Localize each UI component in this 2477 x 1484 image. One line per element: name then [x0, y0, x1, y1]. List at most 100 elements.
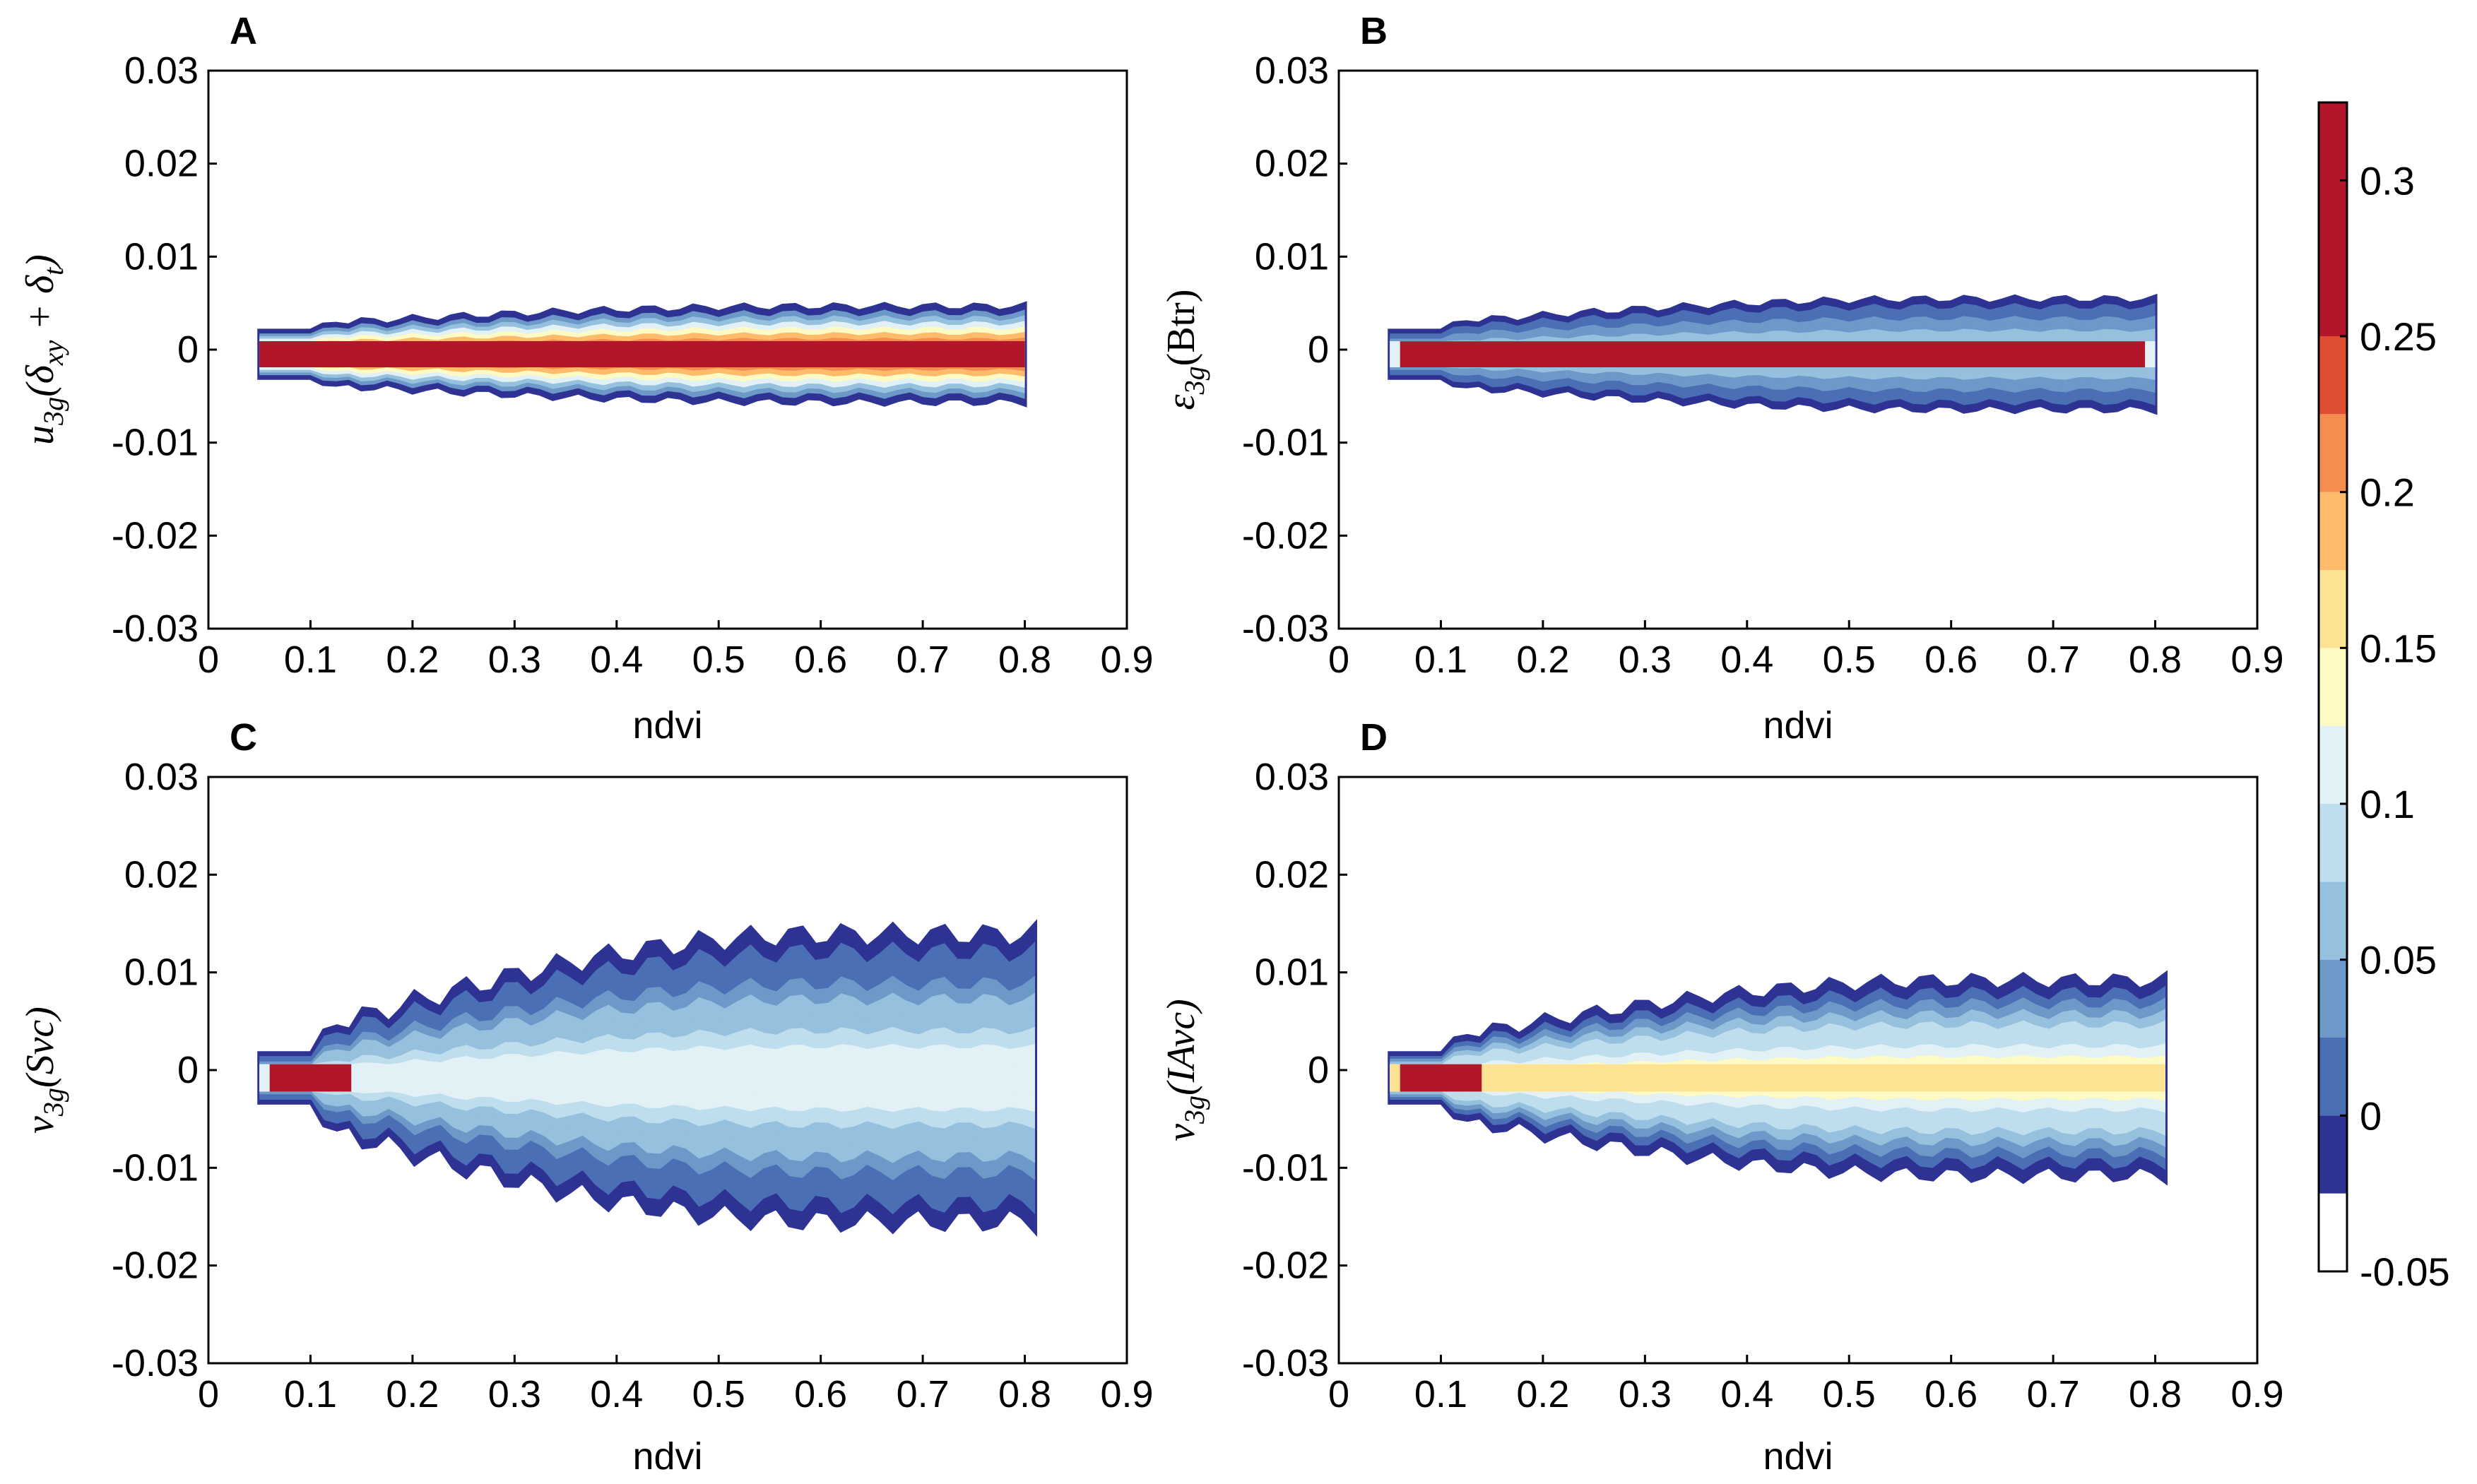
y-tick-label: -0.03: [1242, 607, 1329, 650]
x-tick-label: 0.4: [1720, 1373, 1773, 1415]
x-tick-label: 0.9: [1100, 639, 1153, 681]
x-tick-label: 0.5: [1823, 1373, 1876, 1415]
x-tick-label: 0.5: [1823, 639, 1876, 681]
x-tick-label: 0.7: [2027, 639, 2080, 681]
panel-d-xticks: 0 0.1 0.2 0.3 0.4 0.5 0.6 0.7 0.8 0.9: [1328, 1355, 2284, 1415]
colorbar-swatch: [2319, 102, 2347, 336]
panel-a-xlabel-ndvi: ndvi: [632, 704, 702, 747]
panel-d: D 0 0.1 0.2 0.3 0.4 0.5 0.6 0.7 0.8 0.9 0.030.020…: [1159, 716, 2284, 1478]
panel-d-contours: [1388, 970, 2168, 1186]
x-tick-label: 0.2: [386, 639, 439, 681]
x-tick-label: 0.7: [2027, 1373, 2080, 1415]
x-tick-label: 0.8: [998, 639, 1051, 681]
y-tick-label: 0: [1308, 1049, 1329, 1091]
x-tick-label: 0: [198, 639, 219, 681]
y-tick-label: -0.01: [112, 422, 199, 464]
colorbar-swatch: [2319, 804, 2347, 882]
x-tick-label: 0: [198, 1373, 219, 1415]
colorbar-tick-label: 0.15: [2360, 626, 2437, 670]
panel-c-xlabel: ndvi: [632, 1435, 702, 1478]
colorbar-tick-label: 0.05: [2360, 938, 2437, 983]
panel-a: A 0 0.1 0.2 0.3 0.4 0.5 0.6 0.7 0.8 0.9 0.030.020…: [18, 10, 1154, 681]
colorbar-tick-label: -0.05: [2360, 1249, 2450, 1294]
panel-a-contours: [257, 301, 1027, 408]
colorbar-swatch: [2319, 882, 2347, 960]
panel-a-label: A: [230, 10, 257, 52]
x-tick-label: 0: [1328, 1373, 1349, 1415]
colorbar-tick-label: 0.25: [2360, 314, 2437, 359]
x-tick-label: 0.3: [1619, 639, 1672, 681]
colorbar-tick-label: 0: [2360, 1093, 2382, 1138]
panel-a-ylabel: u3g(δxy + δt): [18, 254, 69, 445]
y-tick-label: 0.02: [124, 143, 199, 185]
x-tick-label: 0.8: [2129, 639, 2182, 681]
colorbar-frame: [2317, 101, 2348, 1273]
colorbar-swatches: [2319, 102, 2347, 1271]
colorbar-tick-label: 0.2: [2360, 470, 2415, 515]
colorbar-tick-label: 0.1: [2360, 782, 2415, 826]
x-tick-label: 0.6: [1925, 639, 1978, 681]
y-tick-label: -0.02: [112, 1245, 199, 1287]
colorbar-swatch: [2319, 336, 2347, 415]
panel-b-contours: [1388, 293, 2158, 415]
y-tick-label: -0.03: [112, 1342, 199, 1384]
panel-d-label: D: [1360, 716, 1388, 759]
y-tick-label: 0.03: [1255, 49, 1329, 92]
panel-d-xlabel: ndvi: [1763, 1435, 1833, 1478]
y-tick-label: 0.03: [124, 49, 199, 92]
panel-c-contours: [257, 919, 1037, 1237]
colorbar-swatch: [2319, 1193, 2347, 1271]
y-tick-label: 0: [1308, 328, 1329, 371]
y-tick-label: -0.03: [1242, 1342, 1329, 1384]
y-tick-label: -0.01: [1242, 422, 1329, 464]
x-tick-label: 0.6: [794, 639, 847, 681]
contour-band: [259, 1060, 1036, 1096]
x-tick-label: 0.4: [590, 1373, 643, 1415]
x-tick-label: 0.7: [897, 1373, 950, 1415]
y-tick-label: -0.02: [112, 514, 199, 557]
y-tick-label: 0.02: [124, 853, 199, 896]
colorbar-swatch: [2319, 570, 2347, 648]
panel-c: C 0 0.1 0.2 0.3 0.4 0.5 0.6 0.7 0.8 0.9 0.030.020…: [18, 716, 1154, 1478]
colorbar-swatch: [2319, 414, 2347, 492]
panel-c-label: C: [230, 716, 257, 759]
contour-core: [1400, 341, 2146, 368]
x-tick-label: 0.1: [1414, 639, 1467, 681]
panel-d-yticks: 0.03 0.02 0.01 0 -0.01 -0.02 -0.03: [1242, 756, 1347, 1384]
panel-c-ylabel: v3g(Svc): [18, 1007, 69, 1134]
x-tick-label: 0.2: [1516, 639, 1569, 681]
colorbar-swatch: [2319, 1115, 2347, 1194]
x-tick-label: 0.1: [1414, 1373, 1467, 1415]
panel-a-yticks: 0.03 0.02 0.01 0 -0.01 -0.02 -0.03: [112, 49, 217, 650]
panel-a-xticks: 0 0.1 0.2 0.3 0.4 0.5 0.6 0.7 0.8 0.9: [198, 620, 1154, 681]
y-tick-label: -0.02: [1242, 1245, 1329, 1287]
panel-c-xticks: 0 0.1 0.2 0.3 0.4 0.5 0.6 0.7 0.8 0.9: [198, 1355, 1154, 1415]
x-tick-label: 0.2: [1516, 1373, 1569, 1415]
y-tick-label: 0.01: [124, 951, 199, 994]
colorbar-swatch: [2319, 959, 2347, 1038]
x-tick-label: 0.3: [488, 1373, 541, 1415]
contour-core: [269, 341, 1015, 368]
panel-b-yticks: 0.03 0.02 0.01 0 -0.01 -0.02 -0.03: [1242, 49, 1347, 650]
y-tick-label: -0.01: [1242, 1146, 1329, 1189]
colorbar-tick-label: 0.3: [2360, 158, 2415, 203]
y-tick-label: 0.01: [1255, 951, 1329, 994]
contour-core: [269, 1064, 352, 1092]
x-tick-label: 0.8: [998, 1373, 1051, 1415]
panel-d-ylabel: v3g(IAvc): [1159, 999, 1210, 1141]
colorbar-ticks: 0.3 0.25 0.2 0.15 0.1 0.05 0 -0.05: [2340, 158, 2450, 1294]
panel-c-yticks: 0.03 0.02 0.01 0 -0.01 -0.02 -0.03: [112, 756, 217, 1384]
x-tick-label: 0.9: [2230, 639, 2283, 681]
x-tick-label: 0.6: [1925, 1373, 1978, 1415]
y-tick-label: 0: [177, 1049, 199, 1091]
colorbar-swatch: [2319, 725, 2347, 804]
panel-b-label: B: [1360, 10, 1388, 52]
contour-core: [1400, 1064, 1482, 1092]
panel-b: B 0 0.1 0.2 0.3 0.4 0.5 0.6 0.7 0.8 0.9 0.030.020…: [1159, 10, 2284, 681]
y-tick-label: 0.02: [1255, 143, 1329, 185]
x-tick-label: 0.8: [2129, 1373, 2182, 1415]
y-tick-label: -0.01: [112, 1146, 199, 1189]
x-tick-label: 0.6: [794, 1373, 847, 1415]
contour-band: [1390, 1064, 2165, 1092]
